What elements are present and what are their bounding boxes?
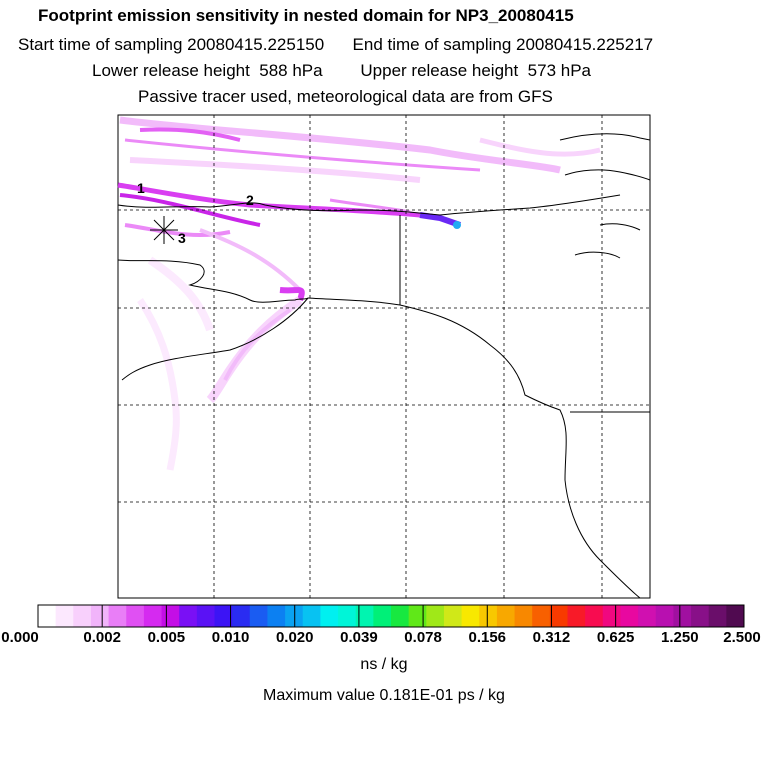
colorbar-swatch	[514, 605, 533, 627]
colorbar-tick-label: 0.000	[1, 629, 39, 646]
release-heights: Lower release height 588 hPa Upper relea…	[92, 61, 591, 80]
colorbar-units: ns / kg	[360, 656, 408, 673]
colorbar-swatch	[638, 605, 657, 627]
colorbar-swatch	[302, 605, 321, 627]
colorbar-swatch	[532, 605, 551, 627]
tracer-note: Passive tracer used, meteorological data…	[138, 87, 553, 106]
colorbar-swatch	[285, 605, 304, 627]
maximum-value: Maximum value 0.181E-01 ps / kg	[263, 687, 505, 704]
colorbar-swatch	[90, 605, 110, 627]
colorbar-tick-label: 0.625	[596, 629, 635, 646]
colorbar-swatch	[232, 605, 251, 627]
marker-1-label: 1	[137, 180, 145, 196]
colorbar-swatch	[496, 605, 516, 627]
colorbar-swatch	[108, 605, 127, 627]
colorbar-swatch	[655, 605, 674, 627]
colorbar-tick-label: 1.250	[661, 629, 699, 646]
colorbar-swatch	[126, 605, 145, 627]
colorbar-frame	[37, 604, 745, 628]
colorbar-swatch	[73, 605, 92, 627]
colorbar-swatch	[567, 605, 586, 627]
colorbar-swatch	[620, 605, 639, 627]
colorbar-swatch	[196, 605, 215, 627]
colorbar-tick-label: 0.156	[468, 629, 507, 646]
colorbar-swatch	[38, 605, 57, 627]
release-marker-icon	[150, 216, 178, 244]
colorbar-tick-label: 0.039	[340, 629, 378, 646]
colorbar-swatch	[161, 605, 180, 627]
colorbar-swatch	[691, 605, 710, 627]
map-frame	[117, 114, 651, 599]
colorbar-swatch	[673, 605, 692, 627]
sampling-times: Start time of sampling 20080415.225150 E…	[18, 35, 654, 54]
colorbar-tick-label: 0.002	[83, 629, 121, 646]
colorbar-swatch	[338, 605, 357, 627]
map-title: Footprint emission sensitivity in nested…	[38, 6, 574, 25]
colorbar-swatch	[391, 605, 410, 627]
colorbar-swatch	[726, 605, 745, 627]
graticule	[118, 115, 650, 598]
marker-2-label: 2	[246, 192, 254, 208]
colorbar-tick-label: 2.500	[723, 629, 761, 646]
colorbar-swatch	[461, 605, 480, 627]
marker-3-label: 3	[178, 230, 186, 246]
colorbar-swatch	[214, 605, 233, 627]
colorbar-swatch	[479, 605, 498, 627]
colorbar-tick-label: 0.078	[404, 629, 442, 646]
colorbar-swatch	[408, 605, 427, 627]
colorbar-tick-label: 0.010	[211, 629, 250, 646]
colorbar-swatch	[55, 605, 74, 627]
colorbar-swatch	[320, 605, 339, 627]
colorbar-tick-label: 0.005	[147, 629, 186, 646]
colorbar	[37, 604, 745, 628]
colorbar-swatch	[355, 605, 374, 627]
colorbar-swatch	[443, 605, 463, 627]
colorbar-tick-label: 0.020	[275, 629, 314, 646]
emission-field	[117, 116, 601, 471]
colorbar-swatch	[179, 605, 198, 627]
colorbar-swatch	[143, 605, 163, 627]
colorbar-swatch	[267, 605, 286, 627]
colorbar-swatch	[585, 605, 604, 627]
colorbar-swatch	[602, 605, 621, 627]
colorbar-swatch	[549, 605, 568, 627]
colorbar-swatch	[249, 605, 268, 627]
colorbar-tick-label: 0.312	[532, 629, 571, 646]
colorbar-swatch	[373, 605, 392, 627]
colorbar-swatch	[426, 605, 445, 627]
colorbar-swatch	[708, 605, 727, 627]
